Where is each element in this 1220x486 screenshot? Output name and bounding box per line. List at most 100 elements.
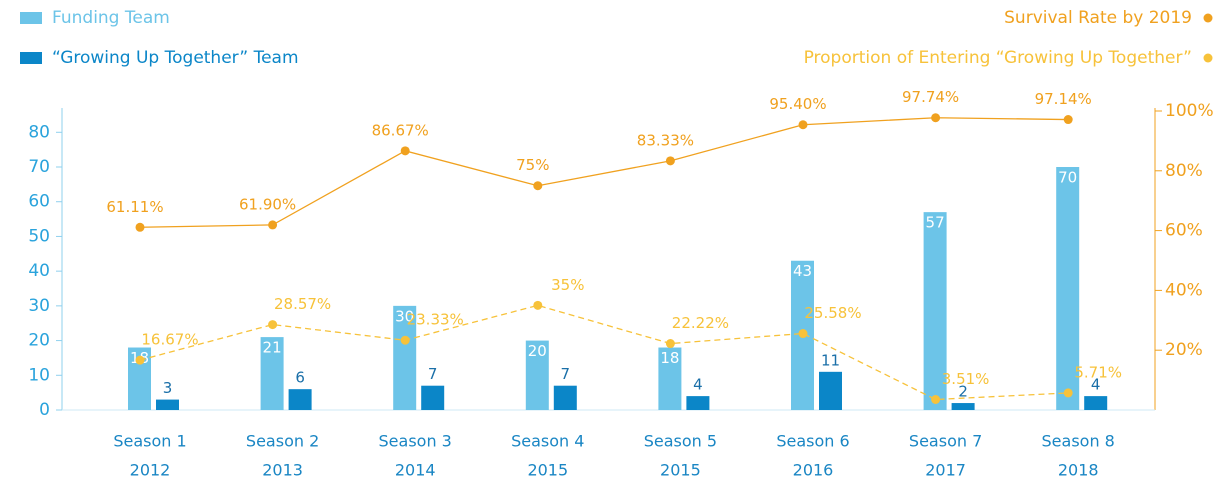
x-tick-year: 2015	[527, 461, 568, 480]
legend-swatch	[20, 12, 42, 24]
point-label: 25.58%	[804, 304, 861, 322]
point-label: 3.51%	[942, 370, 990, 388]
bar-label: 2	[958, 383, 968, 401]
bar-label: 3	[163, 379, 173, 397]
x-tick-label: Season 8	[1042, 432, 1115, 451]
bar	[553, 385, 577, 410]
point-label: 35%	[551, 276, 584, 294]
point	[931, 395, 941, 405]
bar-label: 6	[295, 369, 305, 387]
x-tick-label: Season 4	[511, 432, 584, 451]
point-label: 16.67%	[141, 331, 198, 349]
point	[533, 181, 543, 191]
point	[268, 320, 278, 330]
line	[139, 117, 1069, 228]
y-tick-label: 0	[39, 400, 50, 420]
point-label: 97.14%	[1035, 90, 1092, 108]
bar-label: 4	[693, 376, 703, 394]
bar	[819, 371, 842, 410]
x-tick-year: 2018	[1058, 461, 1099, 480]
y-tick-label: 80	[28, 122, 50, 142]
bar-label: 70	[1058, 169, 1077, 187]
bar-label: 18	[660, 349, 679, 367]
point-label: 61.90%	[239, 195, 296, 213]
legend-label: Survival Rate by 2019	[1004, 8, 1192, 28]
point-label: 83.33%	[637, 131, 694, 149]
y-tick-label: 40	[28, 261, 50, 281]
point	[400, 146, 410, 156]
point-label: 86.67%	[372, 121, 429, 139]
y2-tick-label: 80%	[1165, 161, 1203, 181]
point-label: 75%	[516, 156, 549, 174]
bar-label: 57	[926, 214, 945, 232]
bar	[260, 337, 284, 410]
legend-dot	[1203, 13, 1213, 23]
point-label: 95.40%	[769, 95, 826, 113]
point-label: 28.57%	[274, 295, 331, 313]
y2-tick-label: 100%	[1165, 101, 1214, 121]
bar-label: 20	[528, 342, 547, 360]
point	[135, 355, 145, 365]
point	[268, 220, 278, 230]
bar	[156, 399, 179, 410]
x-tick-label: Season 6	[776, 432, 849, 451]
x-tick-label: Season 1	[113, 432, 186, 451]
x-tick-year: 2015	[660, 461, 701, 480]
point	[533, 300, 543, 310]
bar-label: 30	[395, 307, 414, 325]
point	[931, 113, 941, 123]
legend-dot	[1203, 53, 1213, 63]
point	[1063, 388, 1073, 398]
legend-label: “Growing Up Together” Team	[52, 48, 299, 68]
line	[139, 304, 1069, 401]
legend-swatch	[20, 52, 42, 64]
bar-label: 7	[561, 365, 571, 383]
point	[798, 329, 808, 339]
y2-tick-label: 20%	[1165, 340, 1203, 360]
legend-label: Funding Team	[52, 8, 170, 28]
x-tick-year: 2014	[395, 461, 436, 480]
point	[135, 222, 145, 232]
y-tick-label: 30	[28, 296, 50, 316]
bar-label: 21	[263, 339, 282, 357]
bar	[951, 403, 975, 410]
legend-label: Proportion of Entering “Growing Up Toget…	[804, 48, 1192, 68]
x-tick-year: 2012	[130, 461, 171, 480]
bar-label: 7	[428, 365, 438, 383]
x-tick-year: 2016	[793, 461, 834, 480]
y-tick-label: 10	[28, 365, 50, 385]
x-tick-label: Season 3	[379, 432, 452, 451]
x-tick-label: Season 2	[246, 432, 319, 451]
x-tick-label: Season 5	[644, 432, 717, 451]
x-tick-year: 2013	[262, 461, 303, 480]
bar-label: 43	[793, 262, 812, 280]
bar-label: 4	[1091, 376, 1101, 394]
y-tick-label: 70	[28, 157, 50, 177]
point-label: 61.11%	[106, 198, 163, 216]
point-label: 23.33%	[407, 311, 464, 329]
y-tick-label: 60	[28, 192, 50, 212]
point-label: 22.22%	[672, 314, 729, 332]
bar	[525, 340, 549, 410]
point-label: 5.71%	[1074, 363, 1122, 381]
bar-label: 11	[821, 351, 840, 369]
x-tick-label: Season 7	[909, 432, 982, 451]
bar	[393, 305, 417, 410]
bar	[923, 212, 947, 410]
bar	[686, 396, 710, 410]
y2-tick-label: 40%	[1165, 280, 1203, 300]
bar	[1056, 167, 1080, 410]
bar	[658, 347, 682, 410]
bar	[128, 347, 151, 410]
point	[665, 339, 675, 349]
y-tick-label: 20	[28, 331, 50, 351]
point-label: 97.74%	[902, 88, 959, 106]
point	[665, 156, 675, 166]
x-tick-year: 2017	[925, 461, 966, 480]
point	[798, 120, 808, 130]
y-tick-label: 50	[28, 226, 50, 246]
point	[400, 335, 410, 345]
bar	[421, 385, 445, 410]
bar	[288, 389, 312, 410]
